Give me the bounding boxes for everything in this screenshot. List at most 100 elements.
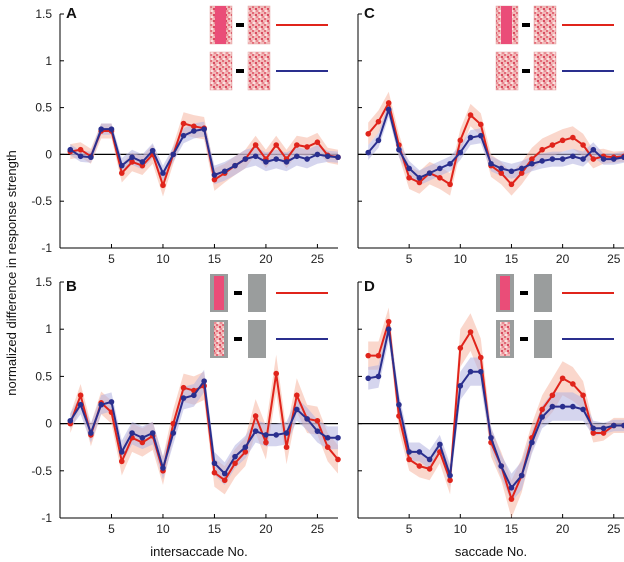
blue-point <box>108 126 115 132</box>
stimulus-bar-icon <box>215 6 226 44</box>
blue-point <box>600 156 607 162</box>
blue-point <box>180 395 187 401</box>
red-point <box>77 392 84 399</box>
blue-point <box>416 449 423 455</box>
red-point <box>77 146 84 153</box>
blue-point <box>477 132 484 139</box>
red-point <box>590 156 597 162</box>
red-point <box>375 118 382 125</box>
red-point <box>457 345 464 351</box>
red-point <box>570 381 576 387</box>
red-point <box>304 144 310 150</box>
red-point <box>385 100 392 106</box>
y-tick-label: 1.5 <box>35 275 52 289</box>
blue-point <box>375 137 382 144</box>
red-point <box>539 146 545 153</box>
red-point <box>518 170 525 176</box>
x-tick-label: 5 <box>406 522 413 536</box>
blue-point <box>98 401 104 408</box>
blue-point <box>232 162 238 169</box>
stimulus-uniform-icon <box>534 274 552 312</box>
red-point <box>580 392 586 399</box>
blue-point <box>335 154 341 161</box>
red-point <box>416 179 423 186</box>
red-point <box>580 142 586 148</box>
blue-point <box>108 399 115 405</box>
blue-point <box>621 154 624 161</box>
blue-point <box>426 456 433 463</box>
y-tick-label: 0 <box>45 417 52 431</box>
blue-point <box>549 403 556 410</box>
red-point <box>273 370 280 377</box>
red-ci-band <box>368 91 624 196</box>
legend <box>209 5 328 91</box>
red-point <box>477 121 484 128</box>
red-point <box>221 477 228 484</box>
blue-point <box>570 403 576 410</box>
blue-point <box>180 132 187 139</box>
stimulus-pattern-icon <box>247 5 271 45</box>
red-point <box>498 170 505 176</box>
red-point <box>508 496 515 502</box>
x-tick-label: 25 <box>607 522 621 536</box>
blue-point <box>477 368 484 375</box>
blue-point <box>273 156 280 162</box>
blue-point <box>570 153 576 160</box>
red-point <box>559 137 566 144</box>
minus-icon <box>234 291 242 295</box>
red-point <box>539 406 545 413</box>
blue-point <box>88 430 94 436</box>
x-tick-label: 15 <box>208 252 222 266</box>
blue-point <box>610 156 617 162</box>
stimulus-pattern-icon <box>500 322 510 356</box>
blue-point <box>498 463 505 469</box>
legend <box>496 274 614 358</box>
blue-point <box>447 472 453 479</box>
minus-icon <box>520 337 528 341</box>
blue-point <box>283 159 290 165</box>
red-point <box>457 137 464 144</box>
blue-point <box>580 156 586 162</box>
blue-point <box>98 126 104 132</box>
blue-point <box>304 156 310 162</box>
blue-point <box>508 168 515 175</box>
red-point <box>180 384 187 391</box>
x-tick-label: 15 <box>505 522 519 536</box>
red-point <box>314 139 321 146</box>
y-tick-label: 0 <box>45 147 52 161</box>
blue-point <box>621 422 624 429</box>
red-point <box>335 456 341 463</box>
blue-point <box>77 401 84 408</box>
blue-point <box>252 153 259 160</box>
red-point <box>426 466 433 472</box>
x-tick-label: 25 <box>311 252 325 266</box>
y-tick-label: 0.5 <box>35 369 52 383</box>
legend <box>210 274 328 358</box>
red-point <box>406 456 412 463</box>
x-tick-label: 10 <box>156 522 170 536</box>
blue-point <box>396 401 402 408</box>
blue-point <box>590 146 597 153</box>
blue-point <box>375 373 382 380</box>
blue-point <box>539 414 545 420</box>
stimulus-pattern-icon <box>533 51 557 91</box>
blue-point <box>426 170 433 176</box>
blue-point <box>559 403 566 410</box>
blue-point <box>242 444 249 451</box>
blue-point <box>508 484 515 491</box>
blue-point <box>498 165 505 172</box>
blue-point <box>457 383 464 389</box>
red-point <box>590 430 597 436</box>
red-point <box>416 463 423 469</box>
blue-point <box>324 153 331 160</box>
blue-point <box>211 172 218 178</box>
blue-point <box>139 159 146 165</box>
blue-point <box>314 151 321 158</box>
blue-point <box>529 160 535 167</box>
y-tick-label: 1.5 <box>35 7 52 21</box>
x-tick-label: 15 <box>208 522 222 536</box>
blue-point <box>160 170 166 176</box>
blue-point <box>437 441 443 448</box>
red-point <box>314 417 321 424</box>
